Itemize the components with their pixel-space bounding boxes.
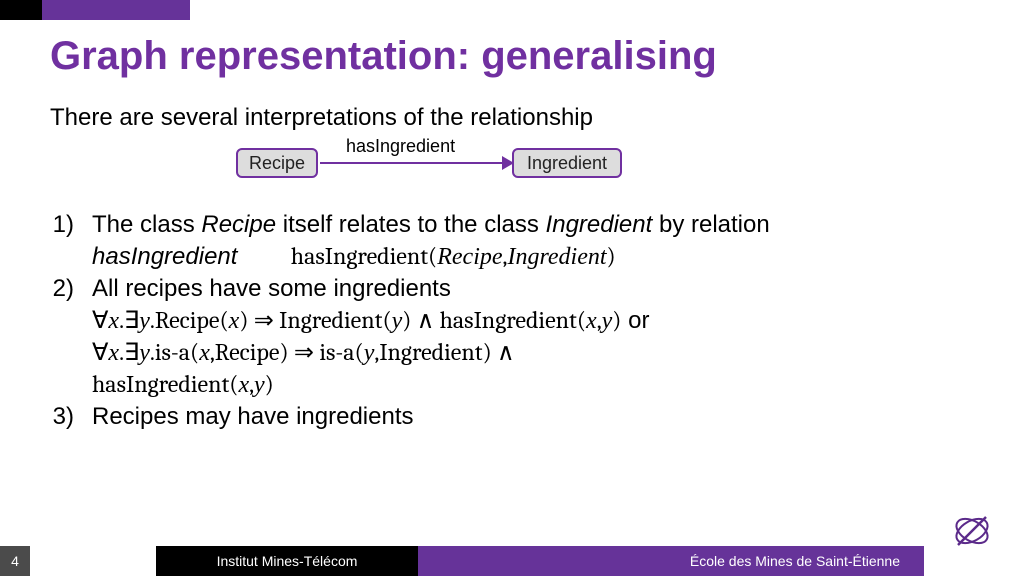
list-item-1: 1) The class Recipe itself relates to th… [50, 210, 890, 272]
relationship-diagram: Recipe hasIngredient Ingredient [236, 142, 646, 186]
var: x [229, 308, 240, 334]
formula-line-3: hasIngredient(x,y) [92, 369, 890, 401]
list-item-2: 2) All recipes have some ingredients ∀x.… [50, 274, 890, 400]
item-number: 3) [50, 402, 92, 433]
var: y [364, 340, 375, 366]
sym: ∃ [124, 306, 139, 334]
top-accent-bar [0, 0, 190, 20]
var: y [392, 308, 403, 334]
node-recipe: Recipe [236, 148, 318, 178]
sym: ∧ [492, 338, 515, 366]
sym: ⇒ [289, 338, 320, 366]
sym: ) [265, 370, 274, 398]
accent-black [0, 0, 42, 20]
sym: ) [239, 306, 248, 334]
var: x [238, 372, 249, 398]
edge-line [320, 162, 510, 164]
page-number: 4 [0, 546, 30, 576]
pred: Recipe) [215, 338, 289, 366]
logo-swirl-icon [952, 511, 992, 551]
footer-school: École des Mines de Saint-Étienne [418, 546, 924, 576]
footer-logo-slot [924, 546, 1024, 576]
var: x [586, 308, 597, 334]
txt: itself relates to the class [276, 211, 545, 238]
class-recipe: Recipe [201, 211, 276, 238]
pred: is-a( [155, 338, 199, 366]
slide-title: Graph representation: generalising [50, 34, 717, 79]
var: x [108, 308, 119, 334]
class-ingredient: Ingredient [546, 211, 653, 238]
var: x [108, 340, 119, 366]
txt: by relation [652, 211, 769, 238]
pred: hasIngredient( [440, 306, 586, 334]
item-body: Recipes may have ingredients [92, 402, 890, 433]
txt: or [621, 307, 649, 334]
sym: ∀ [92, 306, 108, 334]
formula: Ingredient [507, 244, 606, 270]
accent-purple [42, 0, 190, 20]
pred: hasIngredient( [92, 370, 238, 398]
var: y [139, 340, 150, 366]
intro-text: There are several interpretations of the… [50, 104, 593, 132]
item-number: 1) [50, 210, 92, 272]
sym: ∧ [411, 306, 439, 334]
var: y [602, 308, 613, 334]
pred: Ingredient( [279, 306, 391, 334]
formula: Recipe [437, 244, 502, 270]
slide-footer: 4 Institut Mines-Télécom École des Mines… [0, 546, 1024, 576]
footer-institute: Institut Mines-Télécom [156, 546, 418, 576]
edge-label: hasIngredient [346, 136, 455, 157]
formula-line-1: ∀x.∃y.Recipe(x) ⇒ Ingredient(y) ∧ hasIng… [92, 305, 890, 337]
formula: ) [607, 242, 616, 270]
sym: ∀ [92, 338, 108, 366]
sym: ∃ [124, 338, 139, 366]
footer-gap [30, 546, 156, 576]
item-body: All recipes have some ingredients ∀x.∃y.… [92, 274, 890, 400]
var: x [199, 340, 210, 366]
pred: Ingredient) [379, 338, 491, 366]
var: y [139, 308, 150, 334]
txt: The class [92, 211, 201, 238]
formula: hasIngredient( [291, 242, 437, 270]
node-ingredient: Ingredient [512, 148, 622, 178]
interpretations-list: 1) The class Recipe itself relates to th… [50, 210, 890, 435]
sym: ⇒ [249, 306, 280, 334]
item-number: 2) [50, 274, 92, 400]
pred: Recipe( [155, 306, 229, 334]
item-body: The class Recipe itself relates to the c… [92, 210, 890, 272]
relation-name: hasIngredient [92, 243, 237, 270]
item-text: All recipes have some ingredients [92, 274, 890, 305]
formula-line-2: ∀x.∃y.is-a(x,Recipe) ⇒ is-a(y,Ingredient… [92, 337, 890, 369]
list-item-3: 3) Recipes may have ingredients [50, 402, 890, 433]
var: y [254, 372, 265, 398]
pred: is-a( [319, 338, 363, 366]
